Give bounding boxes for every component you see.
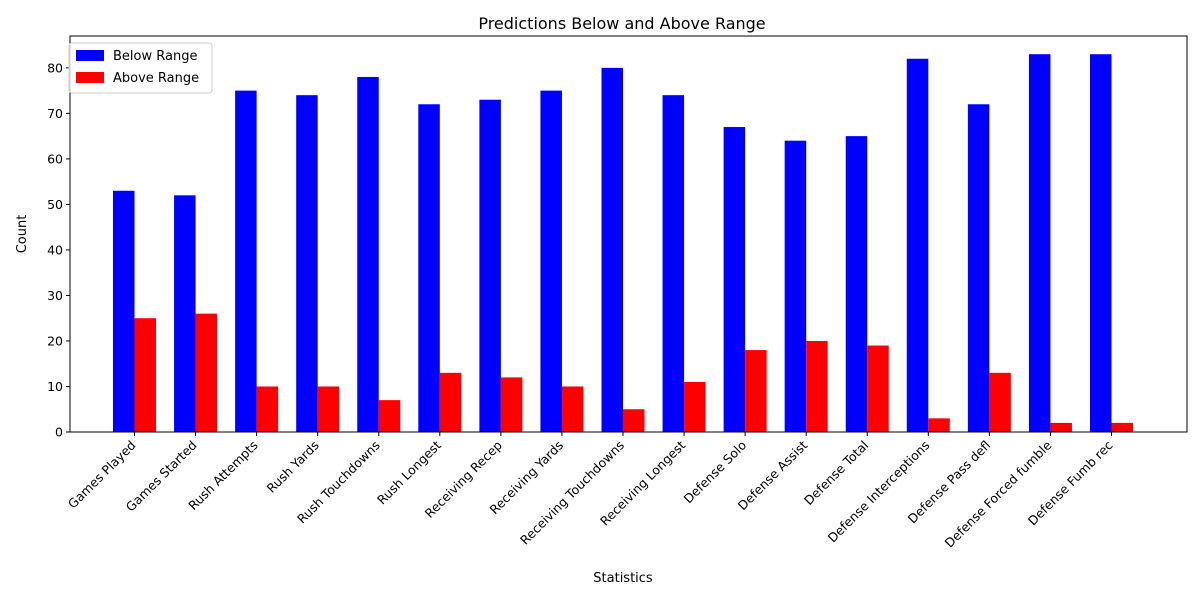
- legend-swatch-above: [76, 72, 104, 83]
- bar-below-5: [418, 104, 440, 432]
- legend-label-above: Above Range: [113, 71, 199, 86]
- y-tick-label-1: 10: [47, 379, 63, 394]
- bar-above-15: [1050, 422, 1072, 432]
- bar-below-15: [1028, 54, 1051, 432]
- y-tick-label-3: 30: [47, 288, 63, 303]
- y-tick-label-2: 20: [47, 333, 63, 348]
- bar-above-13: [928, 418, 950, 432]
- bar-below-9: [662, 95, 685, 432]
- bar-below-4: [357, 76, 379, 432]
- y-tick-label-7: 70: [47, 106, 63, 121]
- bar-above-3: [317, 386, 340, 432]
- bar-above-2: [256, 386, 279, 432]
- bar-above-11: [806, 340, 828, 432]
- bar-above-14: [989, 372, 1011, 432]
- bar-above-1: [195, 313, 218, 432]
- legend-box: [68, 42, 213, 94]
- legend: Below Range Above Range: [68, 42, 213, 94]
- bar-below-7: [540, 90, 562, 432]
- y-tick-label-0: 0: [55, 425, 63, 440]
- bar-above-0: [134, 318, 156, 432]
- bar-above-10: [745, 350, 767, 432]
- bars-group: [113, 54, 1133, 433]
- bar-above-6: [500, 377, 523, 432]
- x-axis-title: Statistics: [593, 571, 653, 586]
- chart-title: Predictions Below and Above Range: [478, 14, 765, 33]
- bar-below-14: [967, 104, 990, 432]
- bar-below-12: [845, 136, 868, 432]
- legend-label-below: Below Range: [113, 49, 197, 64]
- bar-above-16: [1111, 422, 1133, 432]
- bar-below-3: [296, 95, 318, 432]
- y-axis: 0 10 20 30 40 50 60 70 80: [47, 60, 70, 440]
- plot-frame: [69, 35, 1188, 433]
- bar-below-13: [906, 58, 929, 433]
- y-tick-label-5: 50: [47, 197, 63, 212]
- y-tick-label-4: 40: [47, 242, 63, 257]
- bar-below-10: [723, 127, 746, 432]
- bar-below-1: [174, 195, 196, 432]
- bar-above-8: [623, 409, 645, 432]
- bar-below-0: [113, 190, 135, 432]
- legend-swatch-below: [76, 50, 104, 61]
- y-tick-label-8: 80: [47, 60, 63, 75]
- bar-above-5: [439, 372, 462, 432]
- bar-above-9: [684, 381, 706, 432]
- bar-below-2: [235, 90, 257, 432]
- y-axis-title: Count: [15, 215, 30, 254]
- bar-below-8: [601, 67, 623, 433]
- bar-above-12: [867, 345, 889, 432]
- bar-above-7: [561, 386, 584, 432]
- bar-below-16: [1090, 54, 1112, 432]
- bar-below-6: [479, 99, 501, 433]
- bar-above-4: [378, 400, 401, 432]
- y-tick-label-6: 60: [47, 151, 63, 166]
- bar-below-11: [784, 140, 807, 433]
